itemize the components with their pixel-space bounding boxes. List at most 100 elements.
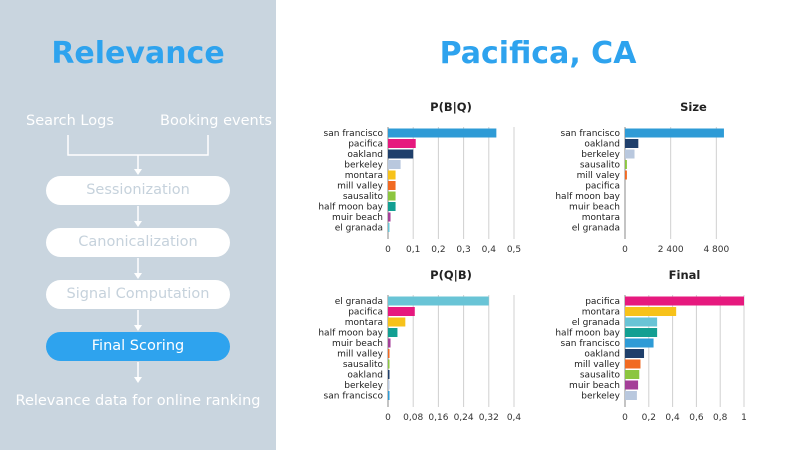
bar-pacifica (625, 296, 744, 306)
bar-half-moon-bay (625, 328, 658, 337)
category-label: sausalito (580, 371, 621, 381)
x-tick-label: 0,4 (665, 413, 680, 423)
x-tick-label: 2 400 (658, 245, 684, 255)
bar-half-moon-bay (388, 328, 398, 337)
category-label: el granada (335, 297, 383, 307)
pipeline-connectors (67, 135, 209, 383)
bar-oakland (388, 370, 390, 379)
bar-berkeley (388, 160, 401, 169)
bar-el-granada (625, 317, 658, 327)
bar-muir-beach (388, 338, 391, 348)
x-tick-label: 0,2 (642, 413, 656, 423)
category-label: muir beach (332, 213, 383, 223)
x-tick-label: 0,08 (403, 413, 423, 423)
category-label: sausalito (580, 161, 621, 171)
category-label: mill valley (337, 350, 384, 360)
x-tick-label: 0,1 (406, 245, 420, 255)
x-tick-label: 0,32 (479, 413, 499, 423)
bar-pacifica (388, 139, 416, 148)
category-label: montara (345, 318, 383, 328)
category-label: montara (345, 171, 383, 181)
bar-montara (625, 307, 677, 316)
bar-el-granada (388, 223, 390, 232)
category-label: pacifica (348, 140, 383, 150)
x-tick-label: 0 (385, 245, 391, 255)
category-label: montara (582, 308, 620, 318)
category-label: berkeley (581, 150, 620, 160)
x-tick-label: 0,8 (713, 413, 728, 423)
bar-berkeley (388, 380, 390, 390)
bar-san-francisco (388, 391, 390, 400)
category-label: san francisco (324, 129, 384, 139)
bar-berkeley (625, 149, 635, 159)
chart-title: P(B|Q) (430, 100, 472, 114)
bar-montara (388, 317, 406, 327)
x-tick-label: 0,4 (507, 413, 522, 423)
category-label: sausalito (343, 360, 384, 370)
x-tick-label: 0,24 (454, 413, 474, 423)
bar-san-francisco (388, 128, 497, 138)
bar-montara (388, 170, 396, 180)
location-title: Pacifica, CA (439, 36, 637, 71)
category-label: mill valey (577, 171, 621, 181)
category-label: sausalito (343, 192, 384, 202)
category-label: muir beach (332, 339, 383, 349)
x-tick-label: 0,6 (689, 413, 704, 423)
bar-oakland (388, 149, 414, 159)
pipeline-panel: Relevance Search Logs Booking events Ses… (0, 0, 276, 450)
category-label: oakland (347, 150, 383, 160)
category-label: berkeley (344, 381, 383, 391)
step-final-scoring[interactable]: Final Scoring (46, 332, 230, 361)
x-tick-label: 0,5 (507, 245, 521, 255)
category-label: half moon bay (555, 192, 620, 202)
category-label: pacifica (585, 297, 620, 307)
bar-muir-beach (625, 380, 639, 390)
category-label: muir beach (569, 381, 620, 391)
source-booking-events: Booking events (160, 113, 272, 129)
category-label: berkeley (581, 392, 620, 402)
bar-el-granada (388, 296, 489, 306)
bar-mill-valley (388, 349, 390, 358)
bar-sausalito (625, 370, 640, 379)
x-tick-label: 0,3 (456, 245, 470, 255)
category-label: pacifica (585, 182, 620, 192)
bar-oakland (625, 349, 645, 358)
bar-muir-beach (388, 212, 391, 222)
bar-mill-valley (625, 359, 641, 369)
category-label: san francisco (561, 129, 621, 139)
pipeline-title: Relevance (51, 36, 225, 71)
bar-mill-valey (625, 170, 627, 180)
x-tick-label: 1 (741, 413, 747, 423)
pipeline-output-label: Relevance data for online ranking (15, 393, 261, 409)
step-signal-computation[interactable]: Signal Computation (46, 280, 230, 309)
bar-san-francisco (625, 128, 724, 138)
step-sessionization[interactable]: Sessionization (46, 176, 230, 205)
category-label: el granada (335, 224, 383, 234)
category-label: el granada (572, 318, 620, 328)
category-label: half moon bay (318, 203, 383, 213)
category-label: pacifica (348, 308, 383, 318)
category-label: el granada (572, 224, 620, 234)
category-label: san francisco (561, 339, 621, 349)
x-tick-label: 0,4 (482, 245, 497, 255)
category-label: oakland (584, 140, 620, 150)
category-label: mill valley (574, 360, 621, 370)
bar-san-francisco (625, 338, 654, 348)
bar-sausalito (625, 160, 627, 169)
category-label: half moon bay (318, 329, 383, 339)
step-canonicalization[interactable]: Canonicalization (46, 228, 230, 257)
category-label: muir beach (569, 203, 620, 213)
category-label: san francisco (324, 392, 384, 402)
bar-berkeley (625, 391, 637, 400)
x-tick-label: 4 800 (703, 245, 729, 255)
bar-oakland (625, 139, 639, 148)
category-label: berkeley (344, 161, 383, 171)
x-tick-label: 0 (622, 245, 628, 255)
x-tick-label: 0 (385, 413, 391, 423)
category-label: oakland (347, 371, 383, 381)
chart-title: P(Q|B) (430, 268, 472, 282)
category-label: half moon bay (555, 329, 620, 339)
bar-half-moon-bay (388, 202, 396, 211)
